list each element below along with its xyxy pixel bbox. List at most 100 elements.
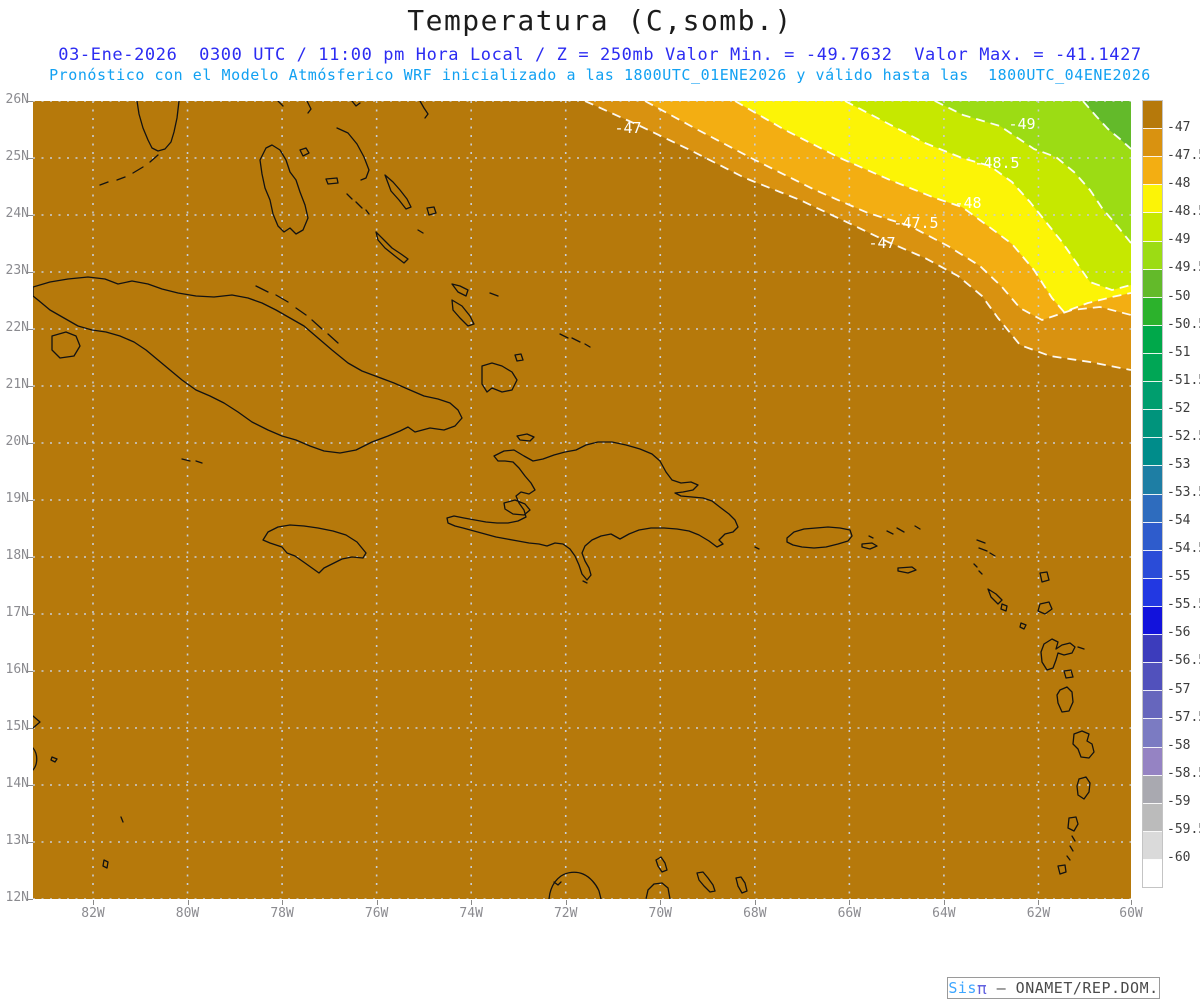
- lat-tick-label: 18N: [5, 548, 29, 563]
- colorbar-segment: [1143, 241, 1162, 270]
- colorbar-segment: [1143, 325, 1162, 354]
- lat-tick-label: 12N: [5, 890, 29, 905]
- colorbar-label: -56: [1167, 625, 1191, 641]
- lat-tick: [27, 500, 33, 501]
- coast-central-america: [33, 715, 124, 869]
- colorbar-segment: [1143, 466, 1162, 495]
- lat-tick: [27, 671, 33, 672]
- colorbar-segment: [1143, 438, 1162, 467]
- colorbar-label: -47.5: [1167, 148, 1200, 164]
- lon-tick-label: 74W: [459, 906, 483, 921]
- lat-lon-gridlines: [33, 101, 1131, 899]
- lon-tick: [754, 900, 756, 905]
- colorbar-label: -47: [1167, 120, 1191, 136]
- colorbar-segment: [1143, 129, 1162, 158]
- lon-tick: [565, 900, 567, 905]
- lon-tick-label: 64W: [932, 906, 956, 921]
- lat-tick: [27, 614, 33, 615]
- colorbar-label: -58.5: [1167, 765, 1200, 781]
- coast-cuba: [33, 276, 463, 454]
- lon-tick: [943, 900, 945, 905]
- colorbar-label: -58: [1167, 737, 1191, 753]
- lon-tick-label: 78W: [270, 906, 294, 921]
- contour-label-layer: -47 -47 -47.5 -48 -48.5 -49: [614, 115, 1035, 252]
- lat-tick: [27, 842, 33, 843]
- lon-tick: [282, 900, 284, 905]
- colorbar-segment: [1143, 297, 1162, 326]
- contour-lines: [584, 101, 1131, 371]
- colorbar-segment: [1143, 578, 1162, 607]
- contour-label: -47.5: [893, 214, 938, 232]
- colorbar-label: -53.5: [1167, 485, 1200, 500]
- lat-tick-label: 15N: [5, 719, 29, 734]
- contour-label: -47: [614, 119, 641, 137]
- colorbar-segment: [1143, 831, 1162, 860]
- lon-tick-label: 60W: [1119, 906, 1143, 921]
- colorbar-segment: [1143, 719, 1162, 748]
- colorbar-label: -57: [1167, 681, 1191, 697]
- colorbar-segment: [1143, 691, 1162, 720]
- colorbar-segment: [1143, 494, 1162, 523]
- colorbar-label: -57.5: [1167, 709, 1200, 725]
- map-canvas: -47 -47 -47.5 -48 -48.5 -49: [33, 101, 1131, 899]
- attribution-box: Sis π – ONAMET/REP.DOM.: [947, 977, 1160, 999]
- coast-cayman: [181, 458, 203, 464]
- lat-tick: [27, 329, 33, 330]
- lat-tick: [27, 728, 33, 729]
- colorbar-label: -49.5: [1167, 260, 1200, 276]
- lat-tick: [27, 272, 33, 273]
- colorbar-segment: [1143, 213, 1162, 242]
- colorbar-label: -54.5: [1167, 541, 1200, 557]
- lat-tick-label: 22N: [5, 320, 29, 335]
- lon-tick-label: 68W: [743, 906, 767, 921]
- coast-bahamas: [259, 101, 591, 393]
- lat-tick-label: 21N: [5, 377, 29, 392]
- coast-jamaica: [262, 524, 367, 574]
- lon-tick: [1038, 900, 1040, 905]
- lat-tick: [27, 785, 33, 786]
- lat-tick-label: 19N: [5, 491, 29, 506]
- colorbar: [1142, 100, 1163, 888]
- map-area: -47 -47 -47.5 -48 -48.5 -49 Sis π – ONAMET/REP…: [33, 101, 1160, 999]
- lat-tick-label: 23N: [5, 263, 29, 278]
- lon-tick: [849, 900, 851, 905]
- lon-tick-label: 72W: [553, 906, 578, 921]
- lon-tick-label: 66W: [837, 906, 862, 921]
- page-title: Temperatura (C,somb.): [407, 4, 793, 37]
- coast-puerto-rico: [754, 526, 878, 550]
- colorbar-label: -52: [1167, 400, 1191, 416]
- colorbar-label: -51: [1167, 344, 1191, 360]
- colorbar-segment: [1143, 550, 1162, 579]
- lat-tick-label: 20N: [5, 434, 29, 449]
- lon-tick-label: 82W: [81, 906, 105, 921]
- coastlines: [33, 101, 1095, 899]
- lat-tick-label: 16N: [5, 662, 29, 677]
- colorbar-segment: [1143, 269, 1162, 298]
- colorbar-segment: [1143, 185, 1162, 214]
- lat-tick-label: 14N: [5, 776, 29, 791]
- colorbar-label: -59: [1167, 793, 1191, 809]
- colorbar-label: -53: [1167, 456, 1191, 472]
- lat-tick-label: 24N: [5, 206, 29, 221]
- lon-tick: [660, 900, 662, 905]
- attribution-sis: Sis: [948, 979, 977, 997]
- lat-tick: [27, 101, 33, 102]
- lon-tick: [471, 900, 473, 905]
- lat-tick-label: 13N: [5, 833, 29, 848]
- colorbar-segment: [1143, 606, 1162, 636]
- colorbar-segment: [1143, 410, 1162, 439]
- lat-tick-label: 25N: [5, 149, 29, 164]
- colorbar-segment: [1143, 747, 1162, 776]
- contour-label: -49: [1008, 115, 1035, 133]
- colorbar-segment: [1143, 635, 1162, 664]
- colorbar-label: -49: [1167, 232, 1191, 248]
- lat-tick: [27, 899, 33, 900]
- temperature-bands: [585, 101, 1131, 370]
- colorbar-segment: [1143, 803, 1162, 832]
- colorbar-segment: [1143, 101, 1162, 130]
- subtitle-model: Pronóstico con el Modelo Atmósferico WRF…: [49, 66, 1151, 84]
- lat-tick: [27, 215, 33, 216]
- lat-tick: [27, 443, 33, 444]
- coast-lesser-antilles: [886, 525, 1095, 875]
- attribution-pi-icon: π: [976, 978, 988, 998]
